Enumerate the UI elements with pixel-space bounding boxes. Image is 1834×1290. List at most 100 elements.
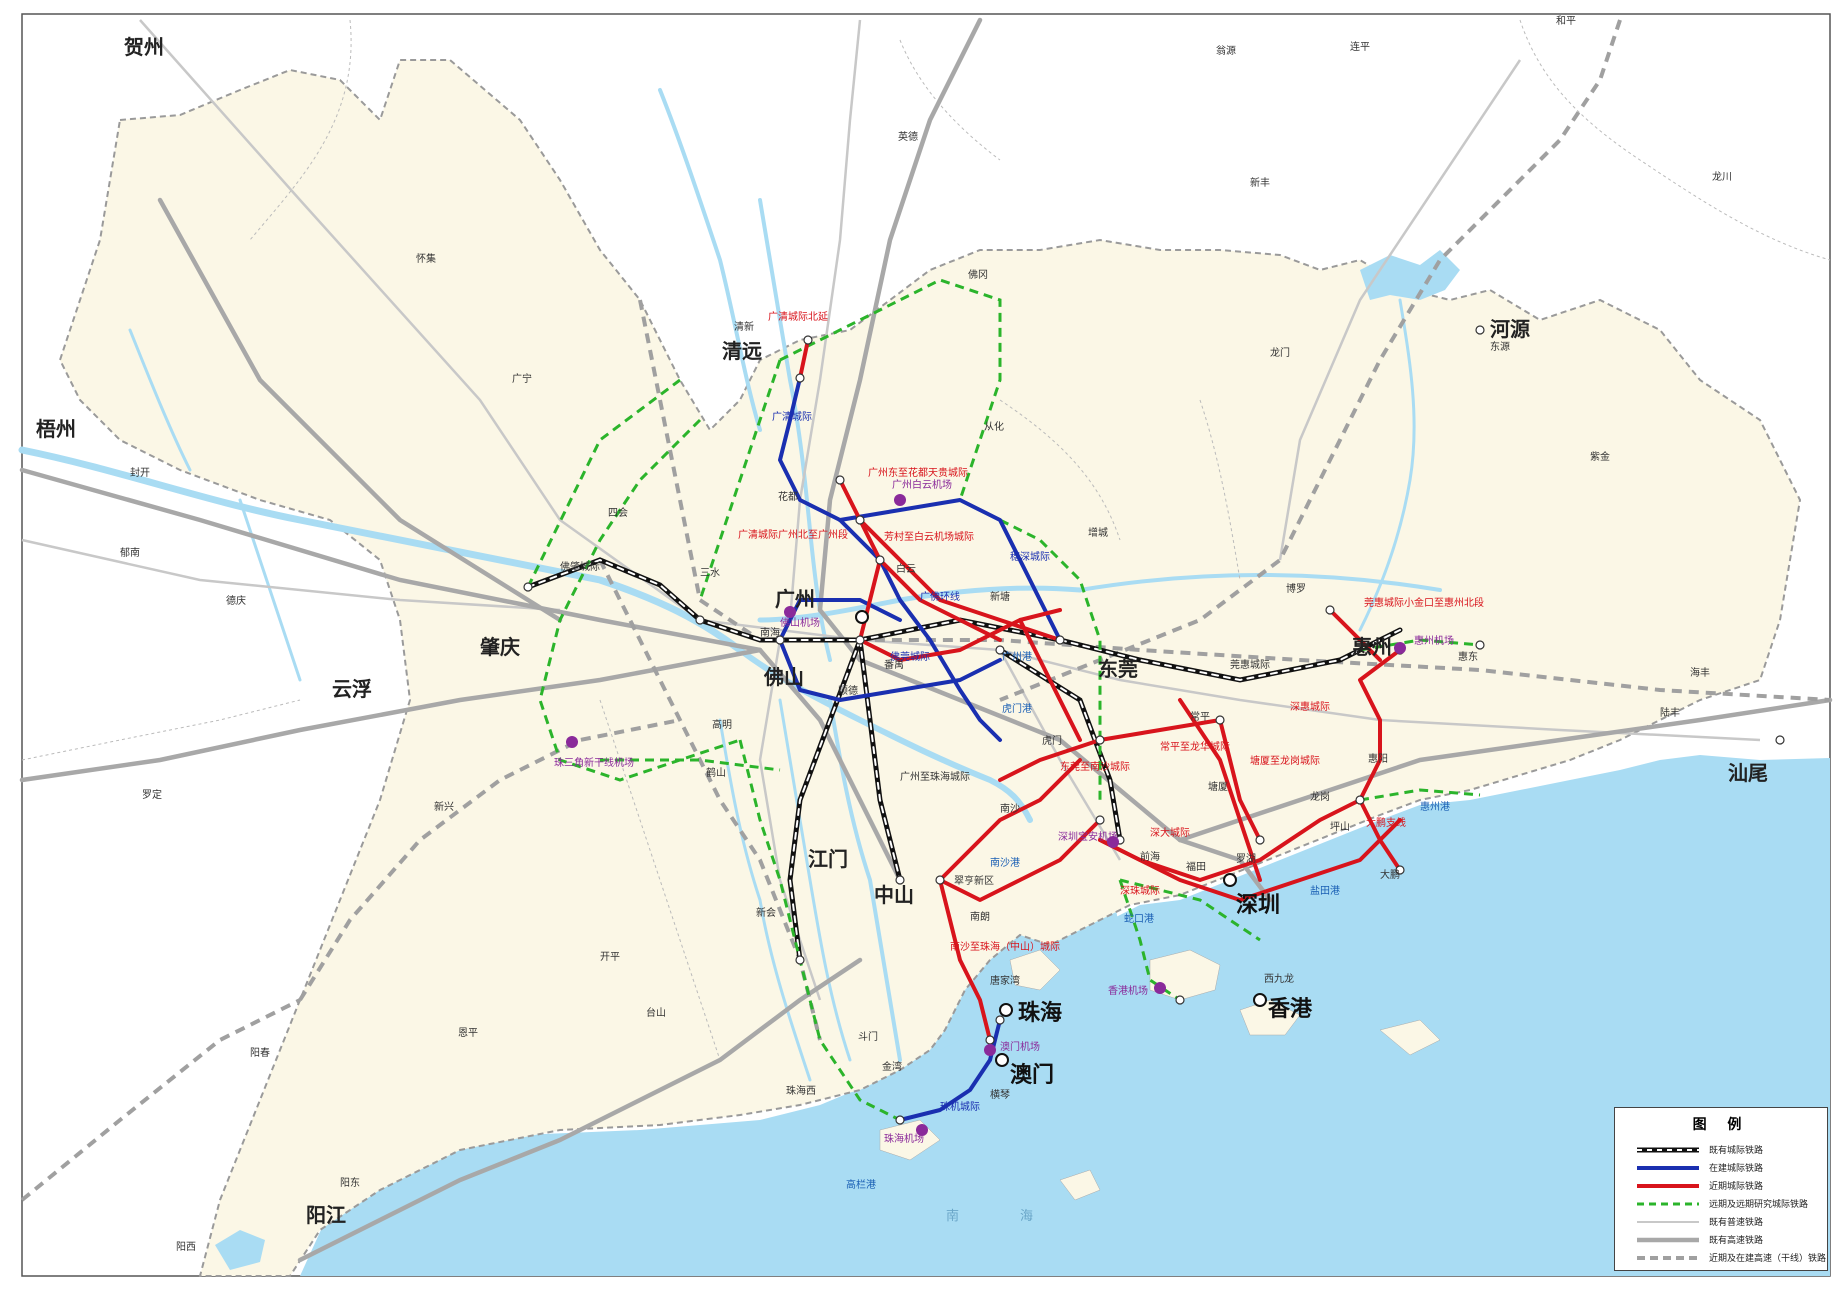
town-label: 花都 <box>778 490 798 503</box>
town-label: 斗门 <box>858 1030 878 1043</box>
town-label: 广宁 <box>512 372 532 385</box>
port-label: 虎门港 <box>1002 702 1032 715</box>
city-label-qingyuan: 清远 <box>722 339 762 363</box>
airport-label: 广州白云机场 <box>892 478 952 491</box>
legend-label: 近期城际铁路 <box>1709 1182 1764 1192</box>
map-legend: 图 例 既有城际铁路 在建城际铁路 近期城际铁路 远期及远期研究城际铁路 既有普… <box>1614 1107 1828 1271</box>
city-label-zhongshan: 中山 <box>874 883 914 907</box>
town-label: 高明 <box>712 718 732 731</box>
town-label: 南朗 <box>970 910 990 923</box>
line-label: 穗深城际 <box>1010 550 1050 563</box>
town-label: 新兴 <box>434 800 454 813</box>
town-label: 金湾 <box>882 1060 902 1073</box>
town-label: 郁南 <box>120 546 140 559</box>
town-label: 从化 <box>984 420 1004 433</box>
town-label: 四会 <box>608 506 628 519</box>
town-label: 龙岗 <box>1310 790 1330 803</box>
town-label: 新会 <box>756 906 776 919</box>
city-label-macau: 澳门 <box>1010 1062 1054 1088</box>
city-label-zhaoqing: 肇庆 <box>480 635 520 659</box>
port-label: 蛇口港 <box>1124 912 1154 925</box>
airport-label: 澳门机场 <box>1000 1040 1040 1053</box>
reservoir-yangjiang <box>215 1230 265 1270</box>
city-label-zhuhai: 珠海 <box>1018 1000 1062 1026</box>
legend-label: 在建城际铁路 <box>1709 1164 1764 1174</box>
port-label: 高栏港 <box>846 1178 876 1191</box>
legend-item-existing-highspeed: 既有高速铁路 <box>1615 1232 1827 1248</box>
city-label-dongguan: 东莞 <box>1098 657 1138 681</box>
town-label: 福田 <box>1186 860 1206 873</box>
airport-label: 香港机场 <box>1108 984 1148 997</box>
city-label-wuzhou: 梧州 <box>36 417 76 441</box>
line-label: 莞惠城际小金口至惠州北段 <box>1364 596 1484 609</box>
line-label: 常平至龙华城际 <box>1160 740 1230 753</box>
town-label: 罗湖 <box>1236 853 1256 865</box>
line-label: 广清城际广州北至广州段 <box>738 528 848 541</box>
city-label-jiangmen: 江门 <box>808 847 848 871</box>
city-label-yangjiang: 阳江 <box>306 1203 346 1227</box>
town-label: 清新 <box>734 320 754 333</box>
legend-item-existing-conventional: 既有普速铁路 <box>1615 1214 1827 1230</box>
sea-label: 海 <box>1020 1209 1033 1224</box>
line-label: 佛肇城际 <box>560 560 600 573</box>
town-label: 罗定 <box>142 788 162 801</box>
line-label: 广州东至花都天贵城际 <box>868 466 968 479</box>
line-label: 珠机城际 <box>940 1100 980 1113</box>
line-label: 塘厦至龙岗城际 <box>1250 754 1320 767</box>
city-markers <box>855 610 1267 1067</box>
legend-label: 既有高速铁路 <box>1709 1236 1764 1246</box>
town-label: 惠阳 <box>1368 752 1388 765</box>
town-label: 坪山 <box>1330 820 1350 833</box>
existing-highspeed-rail <box>19 17 1833 1263</box>
legend-swatch <box>1637 1184 1699 1188</box>
town-label: 台山 <box>646 1006 666 1019</box>
line-label: 广清城际 <box>772 410 812 423</box>
legend-swatch <box>1637 1147 1699 1153</box>
town-label: 阳春 <box>250 1047 270 1059</box>
line-label: 佛莞城际 <box>890 650 930 663</box>
town-label: 大鹏 <box>1380 868 1400 881</box>
town-label: 封开 <box>130 466 150 479</box>
town-label: 前海 <box>1140 850 1160 863</box>
town-label: 博罗 <box>1286 582 1306 595</box>
town-label: 唐家湾 <box>990 974 1020 987</box>
city-label-guangzhou: 广州 <box>775 587 815 611</box>
town-label: 西九龙 <box>1264 972 1294 985</box>
city-label-yunfu: 云浮 <box>332 677 372 701</box>
airport-label: 深圳宝安机场 <box>1058 830 1118 843</box>
town-label: 紫金 <box>1590 450 1610 463</box>
town-label: 东源 <box>1490 340 1510 353</box>
existing-conventional-rail <box>21 19 1761 1001</box>
guangdong-land <box>58 59 1802 1277</box>
line-label: 广州至珠海城际 <box>900 770 970 783</box>
line-label: 东莞至南沙城际 <box>1060 760 1130 773</box>
line-label: 莞惠城际 <box>1230 658 1270 671</box>
town-label: 佛冈 <box>968 268 988 281</box>
legend-swatch <box>1637 1256 1699 1260</box>
town-label: 惠东 <box>1458 650 1478 663</box>
city-label-foshan: 佛山 <box>763 665 804 689</box>
airport-label: 惠州机场 <box>1414 634 1454 647</box>
legend-swatch <box>1637 1221 1699 1223</box>
city-label-huizhou: 惠州 <box>1352 635 1392 659</box>
town-label: 增城 <box>1088 526 1108 539</box>
town-label: 英德 <box>898 130 918 143</box>
city-label-shanwei: 汕尾 <box>1728 761 1768 785</box>
admin-borders <box>21 19 1831 1061</box>
town-label: 横琴 <box>990 1088 1010 1101</box>
town-label: 陆丰 <box>1660 706 1680 719</box>
line-label: 广清城际北延 <box>768 310 828 323</box>
port-label: 盐田港 <box>1310 884 1340 897</box>
town-label: 阳西 <box>176 1241 196 1253</box>
city-label-shenzhen: 深圳 <box>1236 893 1280 918</box>
existing-intercity-rail <box>525 557 1403 963</box>
town-label: 恩平 <box>458 1027 478 1039</box>
line-label: 深珠城际 <box>1120 884 1160 897</box>
legend-label: 近期及在建高速（干线）铁路 <box>1709 1254 1827 1264</box>
legend-item-existing-intercity: 既有城际铁路 <box>1615 1142 1827 1158</box>
legend-title: 图 例 <box>1692 1117 1750 1133</box>
town-label: 和平 <box>1556 15 1576 27</box>
town-label: 德庆 <box>226 594 246 607</box>
legend-swatch <box>1637 1166 1699 1170</box>
line-label: 南沙至珠海（中山）城际 <box>950 940 1060 953</box>
